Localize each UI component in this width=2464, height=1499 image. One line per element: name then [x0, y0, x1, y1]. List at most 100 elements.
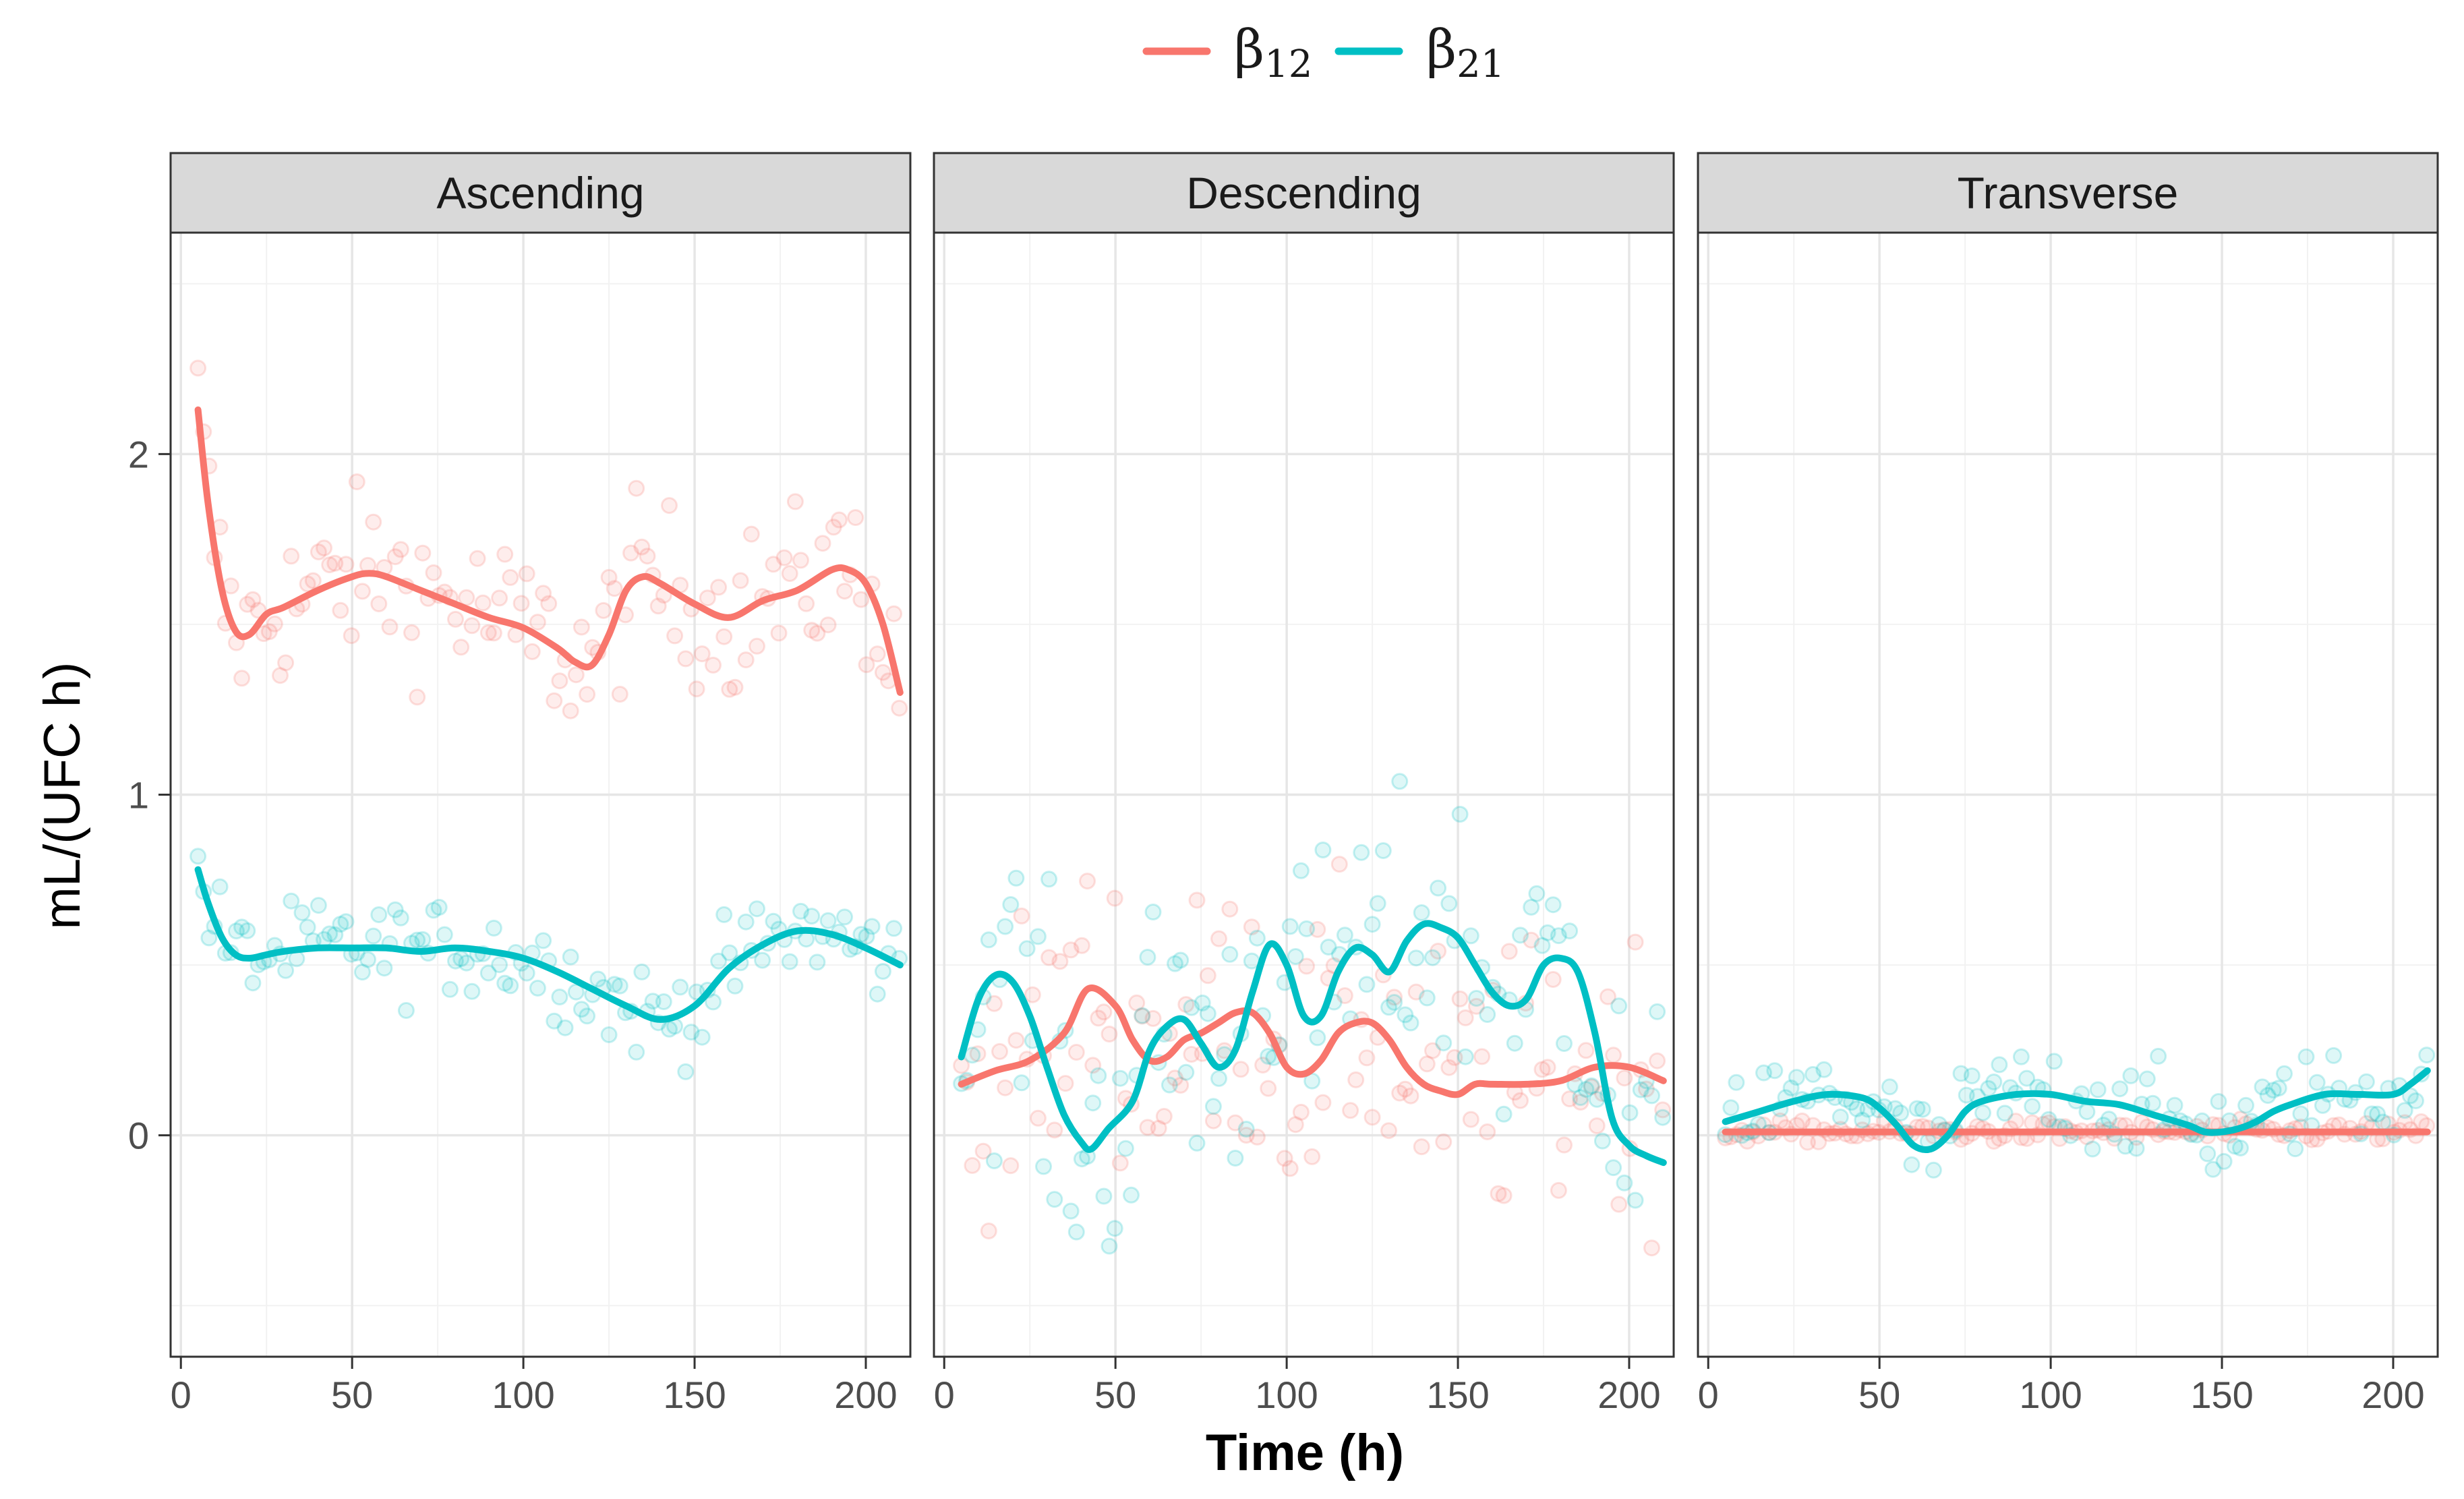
- scatter-point: [874, 963, 891, 980]
- scatter-point: [710, 952, 728, 970]
- scatter-point: [2117, 1138, 2134, 1155]
- scatter-point: [2226, 1138, 2243, 1155]
- scatter-point: [1881, 1078, 1898, 1096]
- scatter-point: [595, 601, 612, 619]
- scatter-point: [863, 918, 881, 935]
- scatter-point: [809, 624, 826, 642]
- scatter-point: [1303, 1148, 1321, 1165]
- scatter-point: [1079, 873, 1096, 890]
- scatter-point: [1172, 1076, 1190, 1094]
- scatter-point: [1298, 920, 1316, 937]
- panel-descending: Descending 0 50 100 150 200: [933, 152, 1675, 1416]
- scatter-point: [2418, 1047, 2436, 1064]
- scatter-point: [1892, 1105, 1910, 1121]
- scatter-point: [518, 565, 535, 583]
- scatter-point: [283, 892, 300, 910]
- scatter-point: [2111, 1080, 2129, 1098]
- scatter-point: [1407, 949, 1425, 967]
- scatter-point: [353, 583, 371, 600]
- scatter-point: [386, 901, 404, 918]
- scatter-point: [2210, 1093, 2227, 1110]
- panel-data: [1717, 1047, 2436, 1179]
- scatter-point: [985, 1152, 1003, 1169]
- line-β21: [194, 866, 904, 1023]
- scatter-point: [2297, 1048, 2315, 1065]
- scatter-point: [1353, 844, 1370, 861]
- scatter-β12: [189, 359, 908, 719]
- scatter-point: [1062, 1202, 1080, 1220]
- scatter-point: [705, 656, 722, 674]
- scatter-point: [447, 952, 464, 970]
- scatter-point: [512, 595, 530, 612]
- panels: Ascending 0 50 100 150 200 0 1 2 Descending 0 50 100…: [128, 152, 2439, 1416]
- scatter-point: [485, 624, 502, 642]
- scatter-point: [1062, 941, 1080, 959]
- scatter-point: [255, 625, 272, 643]
- scatter-point: [1435, 1133, 1453, 1150]
- scatter-point: [858, 656, 875, 674]
- scatter-point: [721, 944, 738, 962]
- scatter-point: [1029, 1109, 1047, 1127]
- scatter-point: [310, 897, 327, 914]
- scatter-point: [1194, 994, 1211, 1011]
- scatter-point: [376, 960, 393, 977]
- scatter-point: [1544, 971, 1562, 988]
- scatter-point: [1903, 1156, 1920, 1173]
- scatter-point: [299, 575, 316, 593]
- scatter-point: [365, 927, 382, 945]
- x-tick-label: 200: [2362, 1374, 2424, 1416]
- scatter-point: [991, 1042, 1008, 1060]
- scatter-point: [1500, 943, 1518, 960]
- scatter-point: [2078, 1103, 2096, 1121]
- scatter-point: [847, 509, 864, 526]
- scatter-point: [1095, 1003, 1113, 1021]
- scatter-β21: [953, 773, 1672, 1255]
- scatter-point: [1440, 1059, 1458, 1076]
- scatter-point: [2138, 1070, 2156, 1088]
- scatter-point: [786, 493, 804, 510]
- scatter-point: [2122, 1067, 2140, 1084]
- line-β12: [194, 406, 904, 696]
- strip-background: [933, 152, 1675, 234]
- y-tick-label: 1: [128, 774, 149, 817]
- scatter-point: [1314, 842, 1332, 858]
- scatter-point: [1150, 1119, 1167, 1137]
- scatter-point: [496, 974, 514, 992]
- scatter-point: [1468, 990, 1485, 1007]
- scatter-point: [765, 912, 782, 930]
- scatter-point: [814, 535, 831, 552]
- scatter-point: [189, 848, 207, 865]
- scatter-point: [266, 615, 283, 633]
- scatter-point: [277, 654, 295, 672]
- scatter-point: [233, 918, 251, 936]
- scatter-point: [403, 624, 420, 641]
- line-β21: [1722, 1067, 2431, 1153]
- scatter-point: [365, 513, 382, 531]
- scatter-point: [1722, 1099, 1740, 1117]
- scatter-point: [485, 919, 502, 937]
- scatter-point: [677, 650, 695, 668]
- scatter-point: [1523, 931, 1540, 949]
- scatter-point: [414, 544, 432, 562]
- scatter-point: [830, 511, 848, 529]
- scatter-point: [1210, 1069, 1227, 1087]
- scatter-point: [1177, 996, 1195, 1013]
- scatter-point: [693, 1028, 711, 1046]
- scatter-point: [1533, 937, 1551, 954]
- scatter-point: [1013, 907, 1030, 924]
- scatter-point: [1067, 1223, 1085, 1241]
- scatter-point: [321, 925, 339, 943]
- scatter-point: [1363, 916, 1381, 933]
- scatter-point: [809, 953, 826, 971]
- scatter-point: [1479, 1123, 1496, 1140]
- scatter-point: [1418, 989, 1436, 1007]
- scatter-point: [1363, 1109, 1381, 1126]
- scatter-point: [964, 1047, 981, 1064]
- scatter-point: [2045, 1053, 2063, 1070]
- scatter-point: [749, 900, 765, 918]
- scatter-point: [715, 628, 733, 645]
- scatter-point: [239, 595, 256, 613]
- scatter-point: [1287, 1116, 1304, 1134]
- scatter-point: [1430, 943, 1447, 960]
- scatter-point: [2199, 1145, 2217, 1163]
